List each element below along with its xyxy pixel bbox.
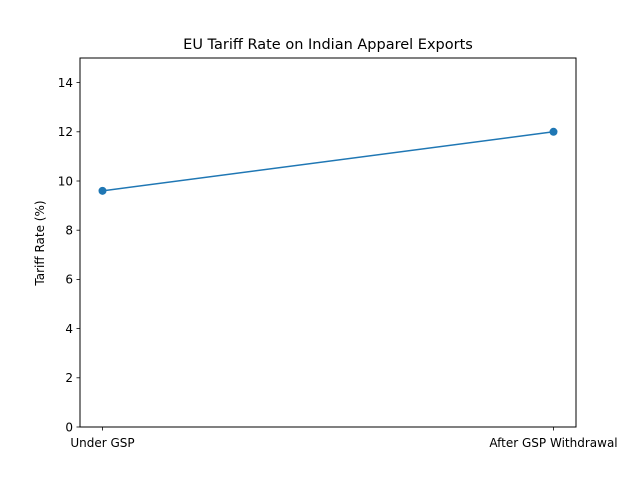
x-tick-label: Under GSP <box>70 436 134 450</box>
series-line <box>102 131 554 192</box>
data-point <box>549 127 558 136</box>
y-axis-ticks: 0 2 4 6 8 10 12 14 <box>58 76 80 434</box>
y-tick-label: 10 <box>58 174 73 188</box>
series-layer <box>98 127 558 195</box>
x-tick-label: After GSP Withdrawal <box>489 436 617 450</box>
plot-frame <box>79 57 577 428</box>
y-tick-label: 2 <box>65 371 73 385</box>
x-axis-ticks: Under GSP After GSP Withdrawal <box>70 427 618 450</box>
y-axis-label: Tariff Rate (%) <box>33 200 47 286</box>
data-point <box>98 186 107 195</box>
y-tick-label: 8 <box>65 224 73 238</box>
y-tick-label: 4 <box>65 322 73 336</box>
y-tick-label: 12 <box>58 125 73 139</box>
y-tick-label: 6 <box>65 273 73 287</box>
y-tick-label: 14 <box>58 76 73 90</box>
y-tick-label: 0 <box>65 420 73 434</box>
chart-title: EU Tariff Rate on Indian Apparel Exports <box>183 37 473 53</box>
